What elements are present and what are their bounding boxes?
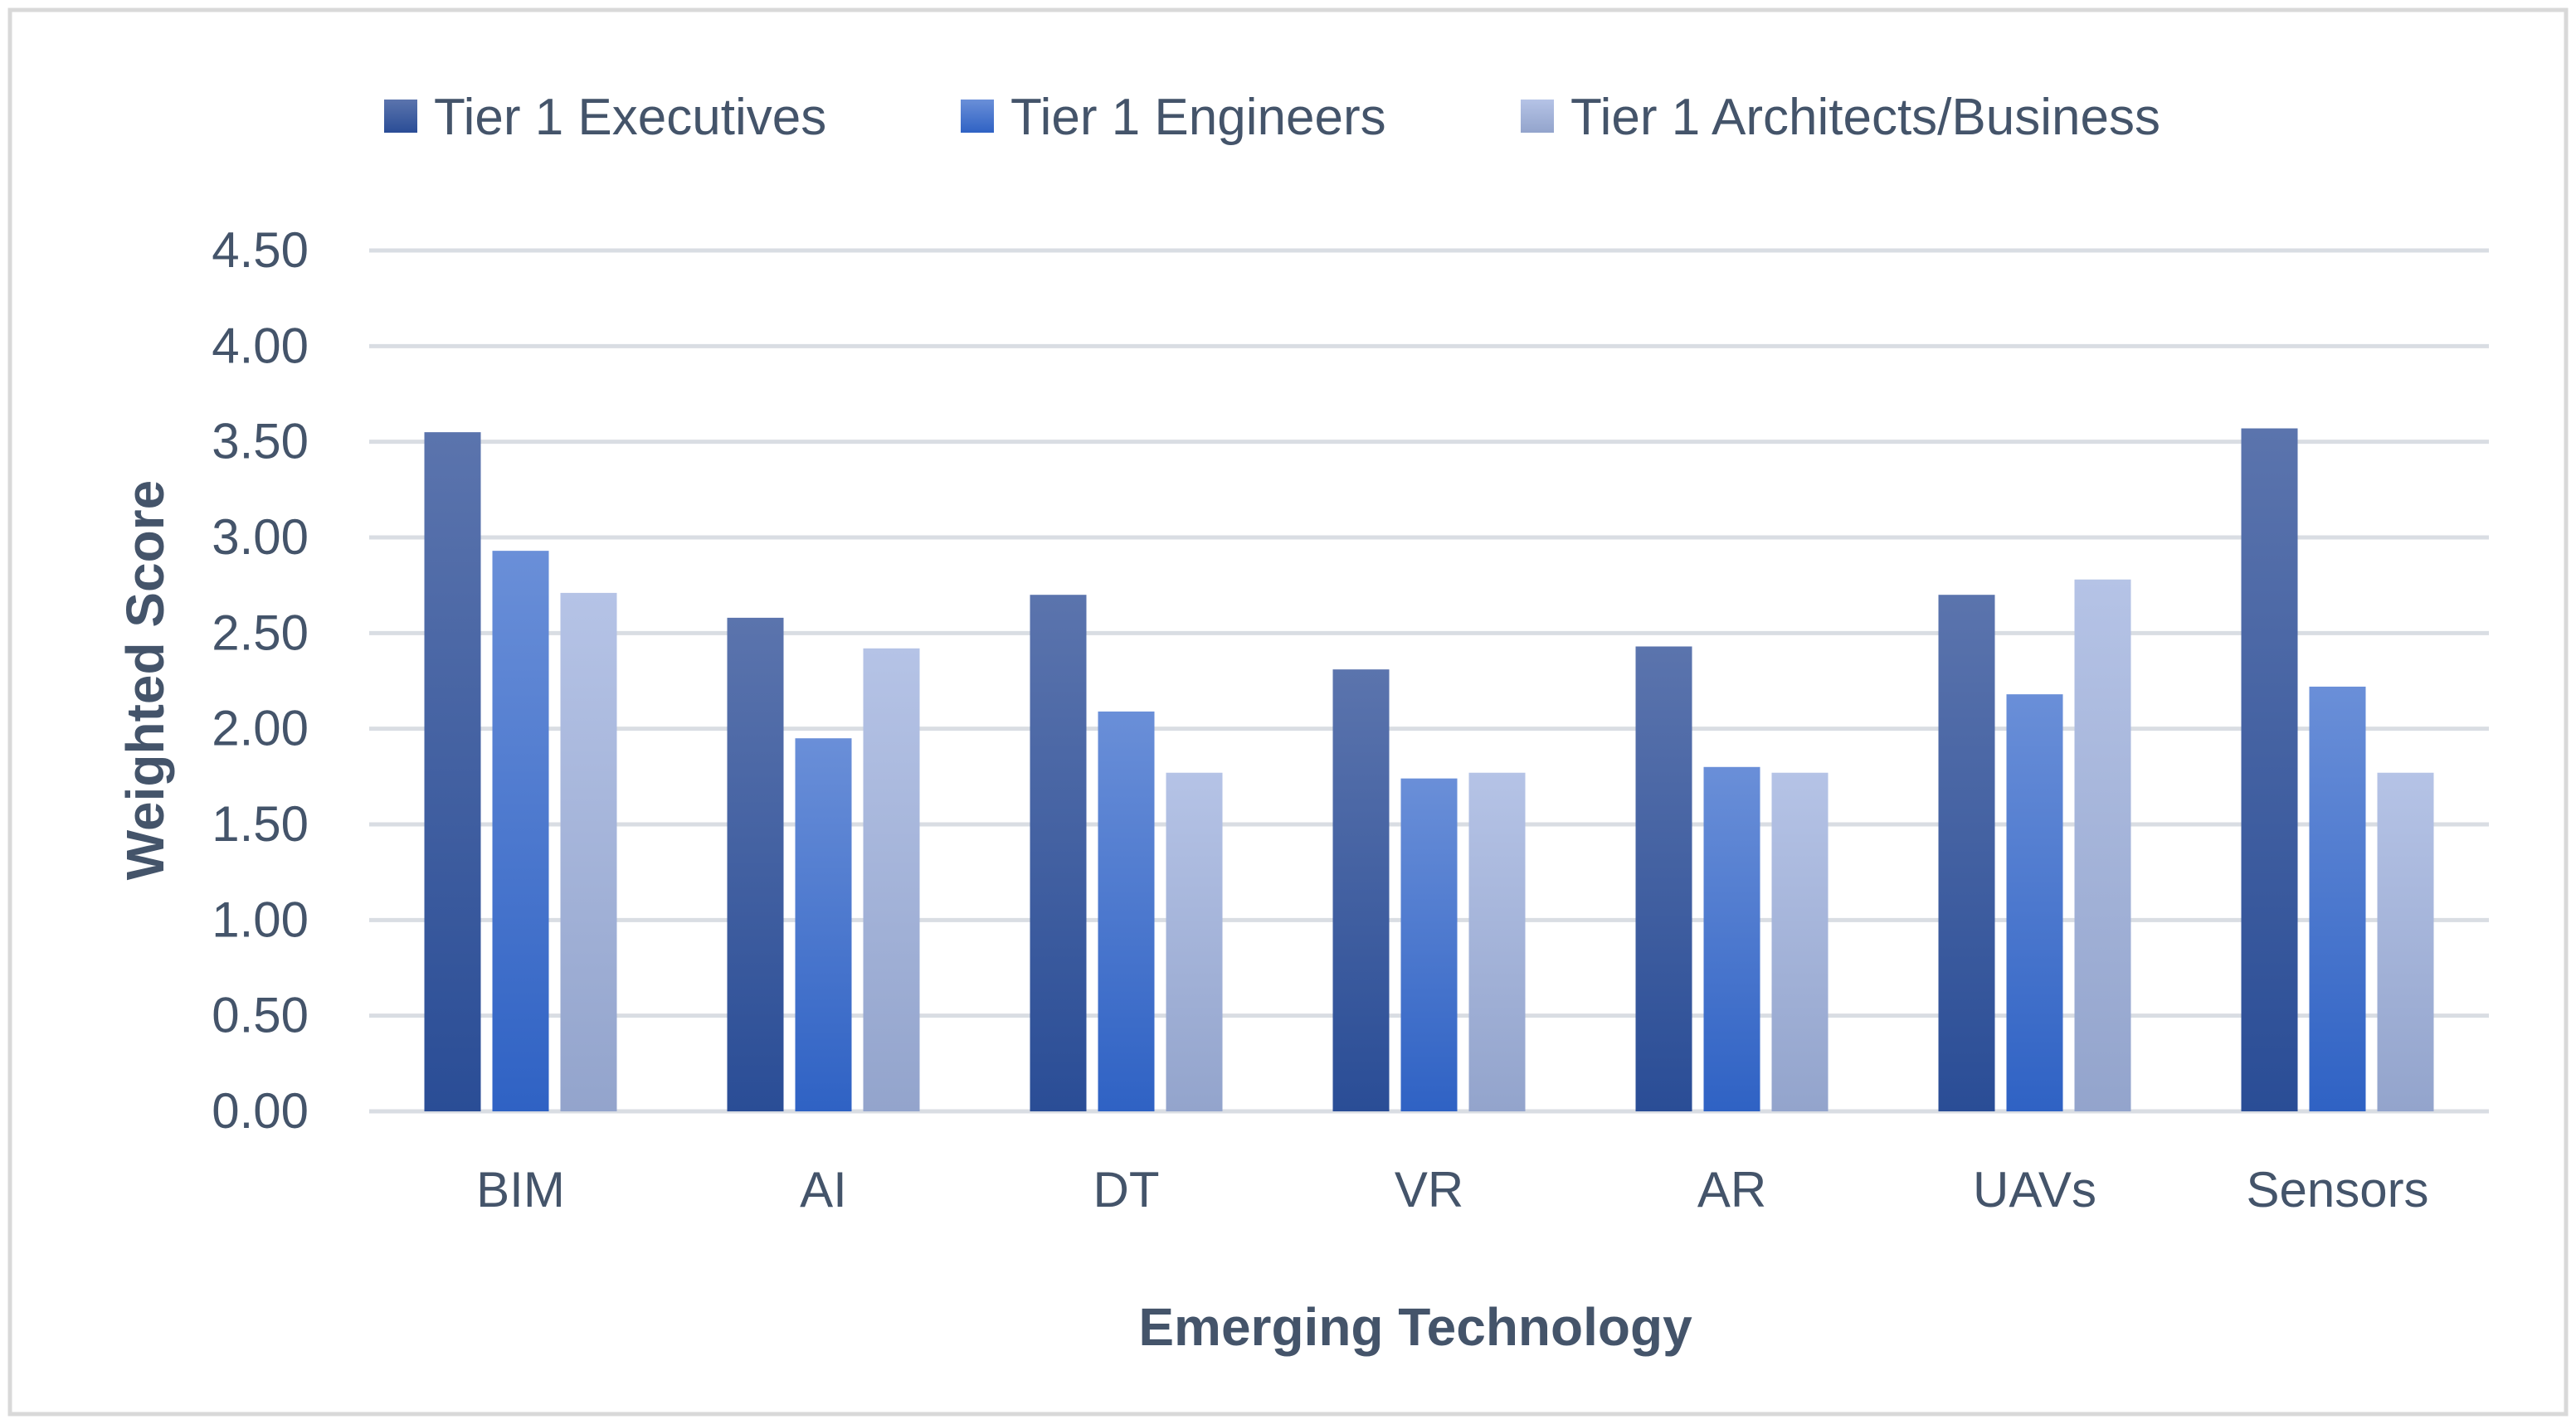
bar-bim-series-1 (424, 432, 481, 1111)
y-tick-label: 3.50 (212, 414, 309, 469)
bar-dt-series-3 (1166, 772, 1223, 1111)
legend-label: Tier 1 Engineers (1010, 89, 1386, 146)
y-tick-label: 2.00 (212, 701, 309, 756)
x-category-label: VR (1395, 1162, 1463, 1217)
bar-ai-series-3 (863, 648, 920, 1111)
x-category-label: Sensors (2246, 1162, 2428, 1217)
bar-uavs-series-2 (2006, 694, 2063, 1111)
y-tick-label: 3.00 (212, 509, 309, 565)
x-category-label: UAVs (1973, 1162, 2096, 1217)
bar-dt-series-1 (1030, 595, 1087, 1111)
bar-sensors-series-2 (2309, 686, 2366, 1111)
x-category-label: AR (1697, 1162, 1766, 1217)
bar-bim-series-3 (560, 592, 617, 1111)
y-tick-label: 4.50 (212, 222, 309, 278)
legend: Tier 1 Executives Tier 1 Engineers Tier 1 … (384, 89, 2160, 146)
x-category-label: AI (800, 1162, 847, 1217)
bar-vr-series-2 (1400, 778, 1458, 1111)
bar-sensors-series-1 (2241, 428, 2298, 1111)
y-tick-label: 0.00 (212, 1083, 309, 1139)
bar-uavs-series-3 (2074, 579, 2131, 1111)
legend-swatch (961, 100, 994, 133)
legend-swatch (384, 100, 417, 133)
bar-ar-series-1 (1635, 646, 1692, 1111)
legend-label: Tier 1 Executives (434, 89, 826, 146)
bar-vr-series-3 (1468, 772, 1526, 1111)
bar-ai-series-1 (727, 617, 784, 1111)
y-tick-label: 4.00 (212, 318, 309, 373)
x-axis-title: Emerging Technology (1138, 1297, 1692, 1357)
y-tick-label: 0.50 (212, 988, 309, 1043)
y-tick-label: 2.50 (212, 605, 309, 660)
y-tick-label: 1.00 (212, 892, 309, 947)
bars (424, 428, 2434, 1111)
x-axis-categories: BIM AI DT VR AR UAVs Sensors (476, 1162, 2428, 1217)
bar-bim-series-2 (492, 551, 549, 1111)
bar-ai-series-2 (795, 738, 852, 1111)
bar-sensors-series-3 (2377, 772, 2434, 1111)
legend-label: Tier 1 Architects/Business (1570, 89, 2160, 146)
bar-ar-series-3 (1771, 772, 1829, 1111)
bar-dt-series-2 (1098, 711, 1155, 1111)
bar-vr-series-1 (1332, 669, 1390, 1111)
x-category-label: BIM (476, 1162, 565, 1217)
bar-uavs-series-1 (1938, 595, 1995, 1111)
y-axis-title: Weighted Score (115, 480, 175, 880)
x-category-label: DT (1093, 1162, 1160, 1217)
legend-swatch (1521, 100, 1554, 133)
y-axis-ticks: 0.00 0.50 1.00 1.50 2.00 2.50 3.00 3.50 4.00 4.50 (212, 222, 309, 1139)
chart-frame (7, 7, 2569, 1417)
bar-ar-series-2 (1703, 766, 1760, 1111)
gridlines (369, 248, 2489, 1114)
y-tick-label: 1.50 (212, 796, 309, 852)
